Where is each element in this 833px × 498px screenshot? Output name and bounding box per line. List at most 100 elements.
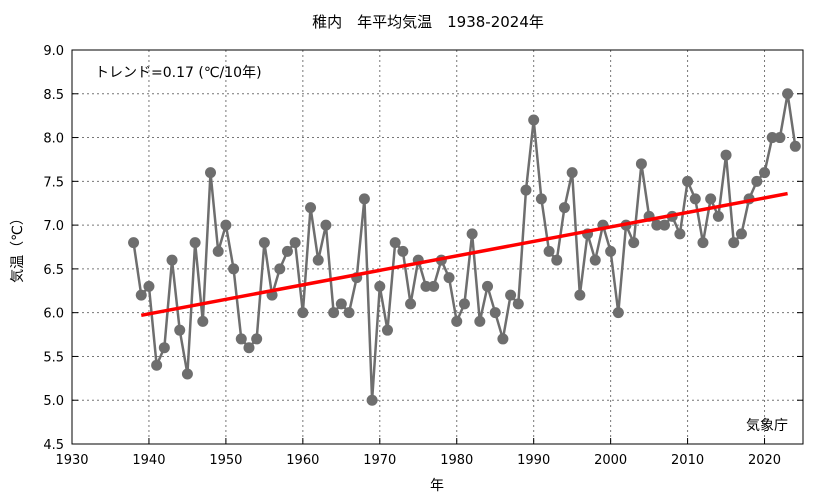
data-point-2019 — [751, 175, 763, 187]
trend-annotation: トレンド=0.17 (℃/10年) — [95, 65, 262, 81]
data-point-1964 — [328, 307, 340, 319]
data-point-1984 — [482, 280, 494, 292]
data-point-1993 — [551, 254, 563, 266]
data-point-2006 — [651, 219, 663, 231]
grid — [72, 50, 803, 444]
data-point-1947 — [197, 315, 209, 327]
source-label: 気象庁 — [746, 418, 788, 434]
data-point-1959 — [289, 237, 301, 249]
x-tick-label: 2000 — [594, 453, 627, 468]
x-axis-label: 年 — [430, 478, 444, 494]
data-point-2010 — [682, 175, 694, 187]
trend-line — [140, 191, 788, 318]
data-point-1953 — [243, 342, 255, 354]
y-tick-label: 6.5 — [43, 263, 64, 278]
plot-frame — [71, 49, 804, 445]
temperature-line — [132, 93, 797, 401]
trend-line-group — [140, 191, 788, 318]
data-point-1986 — [497, 333, 509, 345]
x-tick-label: 1980 — [440, 453, 473, 468]
data-point-1988 — [512, 298, 524, 310]
y-tick-label: 8.5 — [43, 88, 64, 103]
data-point-1973 — [397, 245, 409, 257]
x-tick-label: 1990 — [517, 453, 550, 468]
data-point-1971 — [381, 324, 393, 336]
data-point-1976 — [420, 280, 432, 292]
data-point-2020 — [759, 167, 771, 179]
data-point-2016 — [728, 237, 740, 249]
data-point-2000 — [605, 245, 617, 257]
data-point-2023 — [782, 88, 794, 100]
data-point-2015 — [720, 149, 732, 161]
data-point-2013 — [705, 193, 717, 205]
x-tick-label: 1950 — [209, 453, 242, 468]
series — [128, 88, 801, 406]
y-tick-label: 6.0 — [43, 307, 64, 322]
data-point-1939 — [135, 289, 147, 301]
data-point-1946 — [189, 237, 201, 249]
data-point-1992 — [543, 245, 555, 257]
data-point-1981 — [458, 298, 470, 310]
data-point-1949 — [212, 245, 224, 257]
data-point-2003 — [628, 237, 640, 249]
x-axis: 1930 1940 1950 1960 1970 1980 1990 2000 2010 2020 — [55, 438, 781, 468]
y-axis: 4.5 5.0 5.5 6.0 6.5 7.0 7.5 8.0 8.5 9.0 — [43, 44, 803, 453]
data-point-1994 — [558, 202, 570, 214]
chart-title: 稚内 年平均気温 1938-2024年 — [312, 13, 544, 31]
data-point-2011 — [689, 193, 701, 205]
data-point-1998 — [589, 254, 601, 266]
data-point-1995 — [566, 167, 578, 179]
data-point-1958 — [281, 245, 293, 257]
data-point-1982 — [466, 228, 478, 240]
x-tick-label: 1940 — [132, 453, 165, 468]
data-point-1950 — [220, 219, 232, 231]
data-point-1945 — [181, 368, 193, 380]
data-point-1948 — [205, 167, 217, 179]
data-point-1966 — [343, 307, 355, 319]
y-tick-label: 9.0 — [43, 44, 64, 59]
x-tick-label: 2020 — [748, 453, 781, 468]
data-point-1970 — [374, 280, 386, 292]
data-point-1990 — [528, 114, 540, 126]
y-tick-label: 8.0 — [43, 132, 64, 147]
y-tick-label: 5.0 — [43, 394, 64, 409]
data-point-1951 — [228, 263, 240, 275]
y-tick-label: 5.5 — [43, 350, 64, 365]
y-tick-label: 7.5 — [43, 175, 64, 190]
data-point-2001 — [612, 307, 624, 319]
data-point-1965 — [335, 298, 347, 310]
data-point-1980 — [451, 315, 463, 327]
data-point-1972 — [389, 237, 401, 249]
y-axis-label: 気温（℃） — [10, 211, 26, 283]
data-point-2012 — [697, 237, 709, 249]
data-point-1942 — [158, 342, 170, 354]
data-point-2024 — [789, 140, 801, 152]
data-point-2022 — [774, 132, 786, 144]
data-point-1963 — [320, 219, 332, 231]
x-tick-label: 1930 — [55, 453, 88, 468]
data-point-1991 — [535, 193, 547, 205]
data-point-1983 — [474, 315, 486, 327]
data-point-2017 — [735, 228, 747, 240]
data-point-1979 — [443, 272, 455, 284]
y-tick-label: 7.0 — [43, 219, 64, 234]
data-point-1977 — [428, 280, 440, 292]
data-point-1941 — [151, 359, 163, 371]
data-point-2009 — [674, 228, 686, 240]
data-point-1968 — [358, 193, 370, 205]
data-point-1961 — [305, 202, 317, 214]
data-point-2004 — [635, 158, 647, 170]
data-point-2007 — [658, 219, 670, 231]
data-point-1955 — [258, 237, 270, 249]
data-point-1938 — [128, 237, 140, 249]
data-point-1944 — [174, 324, 186, 336]
data-point-1987 — [505, 289, 517, 301]
data-point-1985 — [489, 307, 501, 319]
data-point-1952 — [235, 333, 247, 345]
data-point-1960 — [297, 307, 309, 319]
data-point-1996 — [574, 289, 586, 301]
data-point-2014 — [712, 210, 724, 222]
data-point-1974 — [405, 298, 417, 310]
x-tick-label: 1970 — [363, 453, 396, 468]
